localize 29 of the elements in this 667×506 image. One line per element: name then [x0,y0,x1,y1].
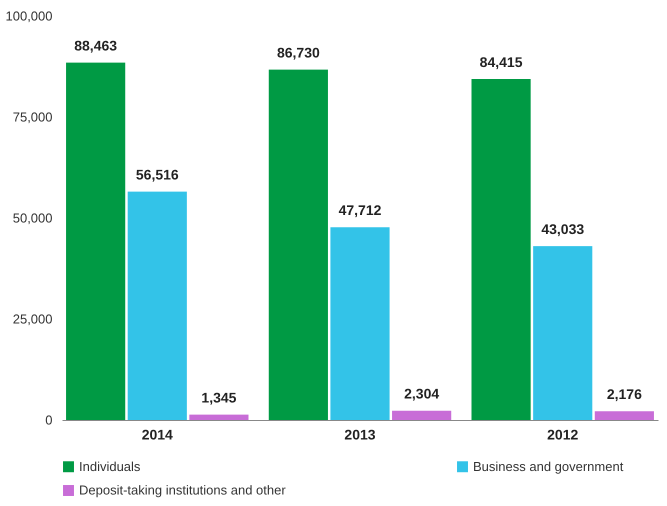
bar [189,414,249,420]
x-tick-label: 2012 [547,426,578,442]
legend-label: Individuals [79,458,141,474]
y-tick-label: 25,000 [12,312,52,326]
bar [330,227,390,420]
data-label: 86,730 [276,44,320,61]
data-label: 84,415 [480,54,523,70]
bar [471,78,531,420]
bar [128,192,187,420]
y-tick-label: 100,000 [6,8,52,24]
y-tick-label: 50,000 [12,210,52,226]
data-label: 2,176 [606,386,642,402]
data-label: 56,516 [136,166,179,183]
data-label: 88,463 [74,38,118,54]
data-label: 47,712 [338,202,382,218]
data-label: 2,304 [404,386,440,402]
x-tick-label: 2013 [344,426,376,442]
bar [66,62,126,420]
x-tick-label: 2014 [142,426,174,442]
bar [533,246,592,420]
bar [268,70,328,420]
y-tick-label: 0 [45,412,52,428]
bar [594,411,654,420]
data-label: 43,033 [541,221,584,238]
y-tick-label: 75,000 [12,110,52,124]
bar [392,410,452,420]
legend-label: Business and government [473,458,624,474]
data-label: 1,345 [201,390,237,406]
legend-label: Deposit-taking institutions and other [79,482,286,498]
